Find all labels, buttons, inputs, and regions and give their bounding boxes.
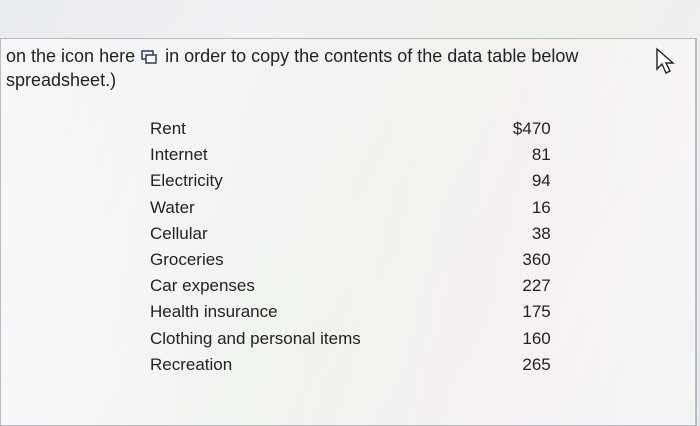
expense-label: Water xyxy=(150,197,195,217)
expense-amount: 175 xyxy=(522,302,551,322)
table-row: Internet 81 xyxy=(150,142,559,168)
expense-label: Rent xyxy=(150,119,186,139)
table-row: Groceries 360 xyxy=(150,247,559,273)
expense-label: Internet xyxy=(150,145,208,165)
expense-amount: 38 xyxy=(531,223,551,243)
instruction-text: in order to copy the contents of the dat… xyxy=(165,46,579,66)
expense-label: Electricity xyxy=(150,171,223,191)
expense-label: Recreation xyxy=(150,354,233,374)
table-row: Electricity 94 xyxy=(150,168,559,194)
expense-amount: 360 xyxy=(522,250,551,270)
table-row: Recreation 265 xyxy=(150,352,559,378)
table-row: Rent $470 xyxy=(150,116,559,142)
expense-label: Clothing and personal items xyxy=(150,328,361,348)
expense-label: Health insurance xyxy=(150,302,278,322)
mouse-cursor xyxy=(656,47,675,74)
expense-amount: 160 xyxy=(522,328,551,348)
content-panel xyxy=(0,38,697,426)
table-row: Water 16 xyxy=(150,195,559,221)
expense-amount: 81 xyxy=(531,145,551,165)
expense-label: Cellular xyxy=(150,223,208,243)
expense-amount: 227 xyxy=(522,276,551,296)
expense-label: Groceries xyxy=(150,250,224,270)
copy-icon[interactable] xyxy=(141,50,157,64)
expense-amount: 265 xyxy=(522,354,551,374)
expense-label: Car expenses xyxy=(150,276,255,296)
expense-amount: $470 xyxy=(512,119,551,139)
expense-amount: 16 xyxy=(531,197,551,217)
table-row: Car expenses 227 xyxy=(150,273,559,299)
instruction-line: on the icon here in order to copy the con… xyxy=(6,46,578,67)
data-table: Rent $470 Internet 81 Electricity 94 Water 16 Ce… xyxy=(150,116,559,378)
instruction-line: spreadsheet.) xyxy=(6,70,116,91)
instruction-text: spreadsheet.) xyxy=(6,70,117,90)
instruction-text: on the icon here xyxy=(6,46,136,66)
expense-amount: 94 xyxy=(531,171,551,191)
table-row: Clothing and personal items 160 xyxy=(150,326,559,352)
table-row: Cellular 38 xyxy=(150,221,559,247)
table-row: Health insurance 175 xyxy=(150,299,559,325)
